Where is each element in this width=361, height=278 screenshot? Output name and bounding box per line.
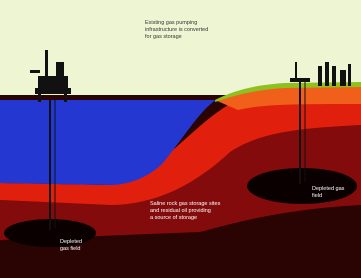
page: Existing gas pumping infrastructure is c… [0,0,361,278]
top-note: Existing gas pumping [145,20,197,26]
right-field-label: Depleted gas [312,186,345,192]
top-note: infrastructure is converted [145,27,208,33]
right-field-label: field [312,193,322,199]
top-note: for gas storage [145,34,182,40]
left-field-label: Depleted [60,239,82,245]
middle-note: and residual oil providing [150,208,211,214]
middle-note: Saline rock gas storage sites [150,201,221,207]
middle-note: a source of storage [150,215,197,221]
left-field-label: gas field [60,246,81,252]
diagram: Existing gas pumping infrastructure is c… [0,0,361,278]
